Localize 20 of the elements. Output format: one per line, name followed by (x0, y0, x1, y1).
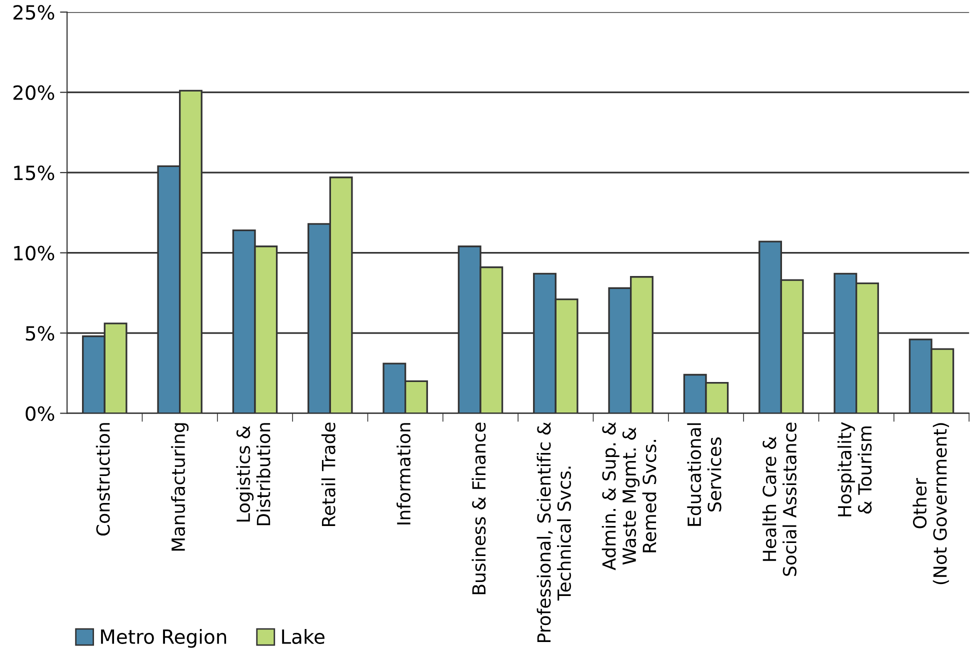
x-tick-label: Information (396, 423, 411, 524)
x-tick-label: Educational Services (687, 423, 722, 526)
x-tick-label: Logistics & Distribution (236, 423, 270, 526)
y-tick-label: 20% (13, 85, 54, 100)
x-tick-label: Retail Trade (321, 422, 336, 526)
x-tick-label: Health Care & Social Assistance (762, 422, 797, 576)
x-tick-label: Professional, Scientific & Technical Svcs. (536, 422, 572, 642)
x-tick-label: Construction (96, 423, 110, 536)
legend-label: Metro Region (101, 628, 226, 648)
y-tick-label: 15% (14, 166, 54, 180)
legend-label: Lake (282, 628, 324, 644)
x-tick-label: Other (Not Government) (912, 423, 949, 584)
x-tick-label: Admin. & Sup. & Waste Mgmt. & Remed Svcs. (602, 422, 656, 570)
y-tick-label: 5% (26, 326, 54, 341)
y-tick-label: 0% (26, 406, 54, 421)
y-tick-label: 10% (14, 246, 54, 260)
x-tick-label: Hospitality & Tourism (837, 422, 872, 516)
x-tick-label: Manufacturing (171, 423, 189, 551)
x-tick-label: Business & Finance (472, 422, 486, 594)
y-tick-label: 25% (13, 5, 54, 20)
